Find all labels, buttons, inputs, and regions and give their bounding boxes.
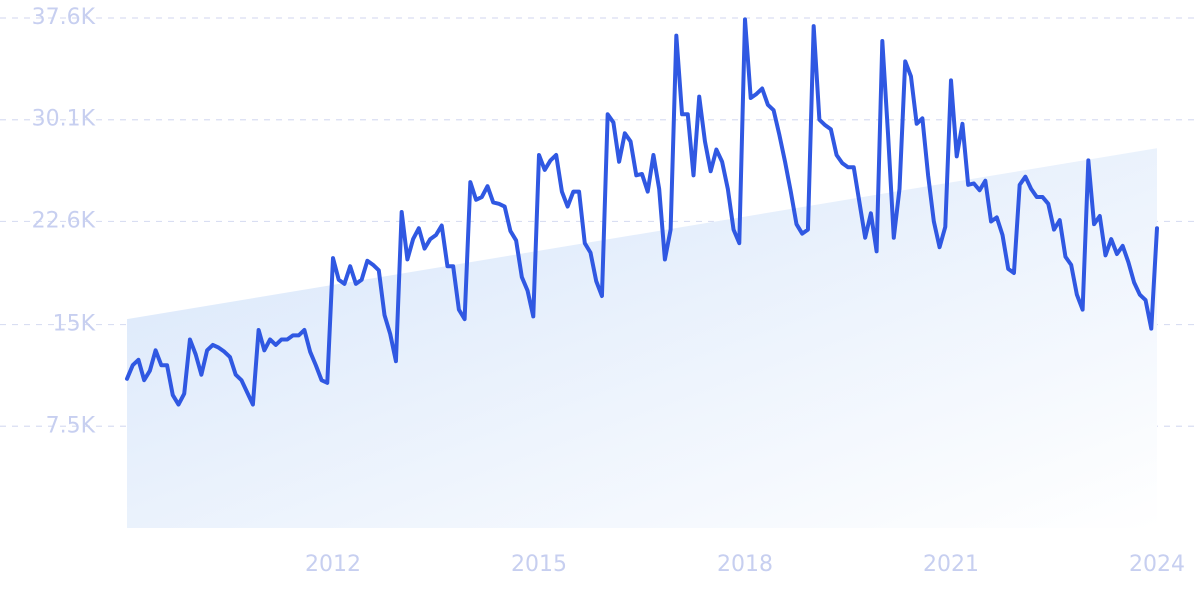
x-tick-label: 2021 — [923, 552, 979, 577]
x-tick-label: 2018 — [717, 552, 773, 577]
x-tick-label: 2024 — [1129, 552, 1185, 577]
y-tick-label: 22.6K — [32, 208, 96, 233]
x-tick-label: 2015 — [511, 552, 567, 577]
y-tick-label: 7.5K — [46, 413, 96, 438]
y-tick-label: 37.6K — [32, 5, 96, 30]
trend-area — [127, 148, 1157, 528]
y-tick-label: 15K — [53, 312, 96, 337]
y-tick-label: 30.1K — [32, 107, 96, 132]
series-line — [125, 17, 1159, 407]
x-tick-label: 2012 — [305, 552, 361, 577]
